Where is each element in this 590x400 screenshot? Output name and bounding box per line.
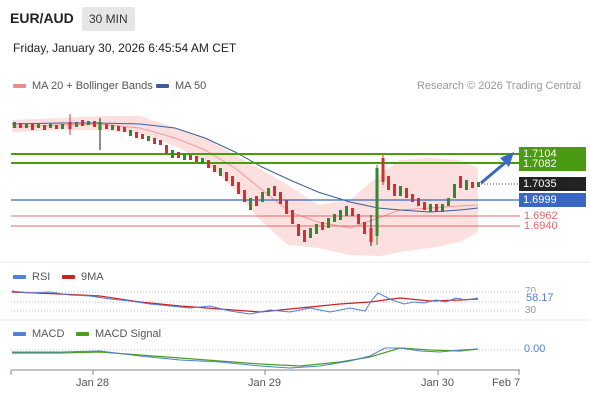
x-label-jan29: Jan 29: [248, 377, 282, 389]
timeframe-button[interactable]: 30 MIN: [82, 7, 135, 31]
rsi-line: [11, 290, 479, 315]
legend-bollinger: MA 20 + Bollinger Bands: [13, 80, 153, 92]
macd-value-label: 0.00: [524, 343, 546, 355]
legend-rsi: RSI: [13, 271, 50, 283]
legend-rsi-ma-swatch: [62, 275, 75, 280]
bollinger-band: [12, 116, 478, 256]
x-label-feb7: Feb 7: [492, 377, 521, 389]
macd-signal-line: [12, 347, 479, 367]
resistance-bottom-label: 1.7082: [519, 157, 586, 171]
legend-bollinger-swatch: [13, 84, 26, 89]
legend-macd-signal-label: MACD Signal: [95, 328, 162, 340]
forecast-arrowhead: [500, 152, 514, 167]
pivot-label: 1.6999: [519, 193, 586, 207]
rsi-value-label: 58.17: [524, 292, 556, 304]
legend-rsi-swatch: [13, 275, 26, 280]
current-price-label: 1.7035: [519, 177, 586, 191]
legend-macd: MACD: [13, 328, 64, 340]
rsi-30-label: 30: [525, 305, 537, 316]
rsi-ma-line: [11, 291, 479, 313]
legend-ma50-swatch: [156, 84, 169, 89]
x-label-jan30: Jan 30: [421, 377, 455, 389]
legend-bollinger-label: MA 20 + Bollinger Bands: [32, 80, 153, 92]
rsi-70-label: 70: [525, 286, 536, 297]
legend-macd-signal-swatch: [76, 332, 89, 337]
chart-credit: Research © 2026 Trading Central: [416, 80, 581, 92]
legend-rsi-ma-label: 9MA: [81, 271, 104, 283]
ma50-line: [11, 122, 479, 213]
price-candles: [13, 114, 480, 246]
support-2-label: 1.6940: [524, 220, 558, 232]
chart-datetime: Friday, January 30, 2026 6:45:54 AM CET: [13, 41, 237, 55]
legend-ma50: MA 50: [156, 80, 206, 92]
forecast-arrow: [480, 160, 507, 185]
legend-rsi-ma: 9MA: [62, 271, 104, 283]
macd-line: [12, 347, 479, 369]
support-1-label: 1.6962: [524, 210, 558, 222]
legend-ma50-label: MA 50: [175, 80, 207, 92]
legend-macd-label: MACD: [32, 328, 65, 340]
legend-rsi-label: RSI: [32, 271, 51, 283]
legend-macd-signal: MACD Signal: [76, 328, 161, 340]
legend-macd-swatch: [13, 332, 26, 337]
x-label-jan28: Jan 28: [76, 377, 110, 389]
symbol-title: EUR/AUD: [10, 10, 74, 26]
